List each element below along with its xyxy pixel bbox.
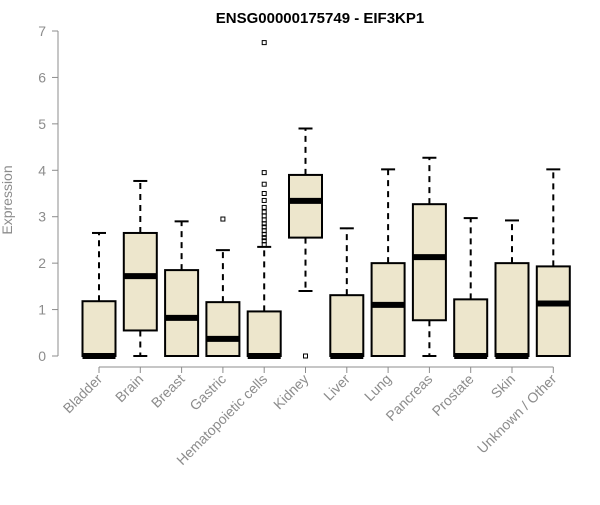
- chart-title: ENSG00000175749 - EIF3KP1: [216, 10, 424, 27]
- outlier-point: [303, 353, 308, 359]
- x-tick-label: Skin: [488, 371, 519, 402]
- box-iqr: [453, 298, 489, 358]
- box-iqr: [535, 265, 571, 357]
- x-tick-label: Kidney: [270, 371, 312, 413]
- box-iqr: [81, 300, 117, 358]
- outlier-point: [220, 216, 226, 222]
- outlier-point: [261, 181, 267, 187]
- x-tick-label: Breast: [148, 371, 188, 411]
- box-unknown-other: [535, 168, 571, 357]
- y-tick-label: 6: [38, 69, 46, 85]
- outlier-point: [261, 238, 267, 244]
- box-breast: [164, 220, 200, 358]
- box-iqr: [494, 262, 530, 357]
- box-iqr: [205, 301, 241, 357]
- box-gastric: [205, 216, 241, 357]
- y-tick-label: 1: [38, 302, 46, 318]
- outlier-point: [261, 170, 267, 176]
- box-bladder: [81, 231, 117, 359]
- box-pancreas: [411, 156, 447, 357]
- outlier-point: [261, 40, 267, 46]
- x-tick-label: Bladder: [60, 371, 106, 417]
- x-tick-label: Brain: [112, 371, 146, 405]
- box-iqr: [246, 310, 282, 357]
- box-brain: [122, 179, 158, 357]
- y-tick-label: 7: [38, 23, 46, 39]
- x-tick-label: Liver: [320, 371, 353, 404]
- outlier-point: [261, 224, 267, 230]
- box-iqr: [164, 269, 200, 358]
- box-iqr: [288, 173, 323, 239]
- outlier-point: [261, 209, 267, 215]
- outlier-point: [261, 191, 267, 196]
- y-axis: 0 1 2 3 4 5 6 7: [38, 23, 59, 364]
- box-liver: [329, 227, 365, 359]
- x-tick-label: Lung: [361, 371, 394, 404]
- y-axis-label: Expression: [0, 165, 15, 234]
- y-tick-label: 4: [38, 162, 46, 178]
- box-prostate: [453, 217, 489, 359]
- box-iqr: [370, 262, 406, 357]
- outlier-point: [261, 235, 267, 241]
- outlier-point: [261, 204, 267, 210]
- y-tick-label: 2: [38, 255, 46, 271]
- x-tick-label: Prostate: [429, 371, 477, 419]
- box-lung: [370, 168, 406, 357]
- y-tick-label: 5: [38, 116, 46, 132]
- box-skin: [494, 219, 530, 359]
- box-iqr: [411, 203, 447, 322]
- boxes-group: [81, 40, 571, 359]
- box-hematopoietic-cells: [246, 40, 282, 359]
- outlier-point: [261, 197, 267, 203]
- box-iqr: [329, 294, 365, 357]
- box-iqr: [122, 231, 158, 332]
- y-tick-label: 3: [38, 209, 46, 225]
- box-kidney: [288, 127, 323, 359]
- y-tick-label: 0: [38, 348, 46, 364]
